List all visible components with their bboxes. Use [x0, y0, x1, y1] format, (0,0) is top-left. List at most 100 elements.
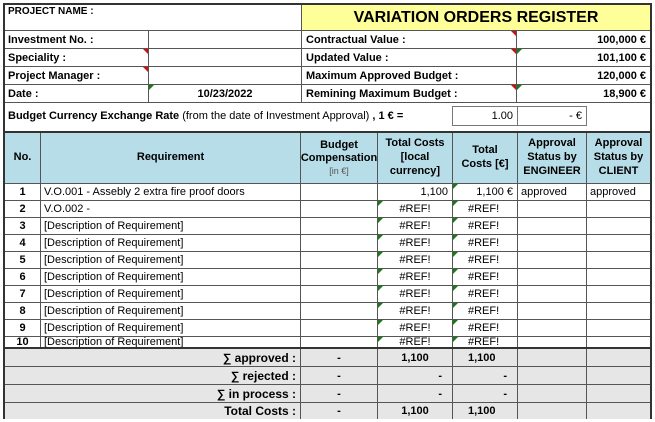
- row-10-approval-client[interactable]: [587, 337, 650, 347]
- row-5-approval-engineer[interactable]: [518, 252, 586, 268]
- row-10-total-local[interactable]: #REF!: [399, 337, 431, 347]
- row-8-total-local[interactable]: #REF!: [399, 305, 431, 317]
- row-7-budget-compensation[interactable]: [301, 286, 377, 302]
- row-3-approval-client[interactable]: [587, 218, 650, 234]
- row-3-total-local[interactable]: #REF!: [399, 220, 431, 232]
- row-6-budget-compensation[interactable]: [301, 269, 377, 285]
- column-header-approval-engineer: Approval Status by ENGINEER: [523, 137, 581, 177]
- row-3-budget-compensation[interactable]: [301, 218, 377, 234]
- exchange-rate-label-bold: Budget Currency Exchange Rate: [8, 110, 180, 122]
- row-5-approval-client[interactable]: [587, 252, 650, 268]
- error-marker-icon: [453, 320, 458, 325]
- row-3-requirement[interactable]: [Description of Requirement]: [44, 220, 184, 232]
- exchange-rate-input[interactable]: 1.00: [452, 106, 518, 126]
- contractual-value[interactable]: 100,000 €: [597, 33, 646, 46]
- row-7-approval-client[interactable]: [587, 286, 650, 302]
- row-1-budget-compensation[interactable]: [301, 184, 377, 200]
- row-5-total-eur: #REF!: [468, 254, 500, 266]
- error-marker-icon: [453, 269, 458, 274]
- row-2-total-local[interactable]: #REF!: [399, 203, 431, 215]
- comment-marker-icon: [511, 31, 516, 36]
- row-1-approval-client[interactable]: approved: [590, 186, 636, 198]
- row-6-total-local[interactable]: #REF!: [399, 271, 431, 283]
- max-approved-budget-label: Maximum Approved Budget :: [306, 69, 459, 82]
- error-marker-icon: [453, 337, 458, 342]
- comment-marker-icon: [143, 49, 148, 54]
- investment-no-field[interactable]: [149, 31, 301, 48]
- row-4-approval-engineer[interactable]: [518, 235, 586, 251]
- row-5-total-local[interactable]: #REF!: [399, 254, 431, 266]
- row-6-approval-engineer[interactable]: [518, 269, 586, 285]
- row-4-total-local[interactable]: #REF!: [399, 237, 431, 249]
- error-marker-icon: [453, 286, 458, 291]
- row-9-requirement[interactable]: [Description of Requirement]: [44, 322, 184, 334]
- speciality-label: Speciality :: [8, 51, 67, 64]
- row-10-total-eur: #REF!: [468, 337, 500, 347]
- remaining-max-budget-value: 18,900 €: [603, 87, 646, 100]
- summary-total-budget: -: [337, 405, 341, 417]
- row-7-no: 7: [19, 288, 26, 300]
- row-4-approval-client[interactable]: [587, 235, 650, 251]
- error-marker-icon: [453, 184, 458, 189]
- row-7-requirement[interactable]: [Description of Requirement]: [44, 288, 184, 300]
- row-1-requirement[interactable]: V.O.001 - Assebly 2 extra fire proof doo…: [44, 186, 245, 198]
- row-7-approval-engineer[interactable]: [518, 286, 586, 302]
- row-10-no: 10: [16, 337, 29, 347]
- row-9-total-local[interactable]: #REF!: [399, 322, 431, 334]
- summary-in-process-label: ∑ in process :: [216, 386, 296, 401]
- summary-total-local: 1,100: [401, 405, 429, 417]
- row-6-requirement[interactable]: [Description of Requirement]: [44, 271, 184, 283]
- row-6-no: 6: [19, 271, 26, 283]
- column-header-budget-compensation: Budget Compensation [in €]: [301, 133, 377, 183]
- error-marker-icon: [378, 320, 383, 325]
- exchange-rate-label: Budget Currency Exchange Rate (from the …: [5, 106, 450, 126]
- row-8-requirement[interactable]: [Description of Requirement]: [44, 305, 184, 317]
- row-1-approval-engineer[interactable]: approved: [521, 186, 567, 198]
- summary-in-process-local: -: [438, 387, 442, 400]
- error-marker-icon: [149, 85, 154, 90]
- row-10-requirement[interactable]: [Description of Requirement]: [44, 337, 184, 347]
- error-marker-icon: [517, 49, 522, 54]
- column-header-total-eur: Total Costs [€]: [461, 144, 509, 170]
- row-9-no: 9: [19, 322, 26, 334]
- project-manager-field[interactable]: [149, 67, 301, 84]
- row-2-budget-compensation[interactable]: [301, 201, 377, 217]
- row-9-total-eur: #REF!: [468, 322, 500, 334]
- row-10-budget-compensation[interactable]: [301, 337, 377, 347]
- row-2-total-eur: #REF!: [468, 203, 500, 215]
- row-9-budget-compensation[interactable]: [301, 320, 377, 336]
- row-2-approval-engineer[interactable]: [518, 201, 586, 217]
- row-4-no: 4: [19, 237, 26, 249]
- summary-rejected-label: ∑ rejected :: [230, 368, 296, 383]
- column-header-no: No.: [13, 151, 32, 164]
- row-9-approval-engineer[interactable]: [518, 320, 586, 336]
- error-marker-icon: [453, 252, 458, 257]
- row-6-approval-client[interactable]: [587, 269, 650, 285]
- speciality-field[interactable]: [149, 49, 301, 66]
- date-label: Date :: [8, 87, 39, 100]
- summary-approved-budget: -: [337, 351, 341, 364]
- updated-value-label: Updated Value :: [306, 51, 389, 64]
- column-header-requirement: Requirement: [136, 151, 205, 164]
- row-9-approval-client[interactable]: [587, 320, 650, 336]
- row-5-budget-compensation[interactable]: [301, 252, 377, 268]
- row-2-requirement[interactable]: V.O.002 -: [44, 203, 91, 215]
- row-1-total-local[interactable]: 1,100: [420, 186, 448, 198]
- row-4-requirement[interactable]: [Description of Requirement]: [44, 237, 184, 249]
- row-3-approval-engineer[interactable]: [518, 218, 586, 234]
- row-4-budget-compensation[interactable]: [301, 235, 377, 251]
- contractual-value-label: Contractual Value :: [306, 33, 406, 46]
- row-10-approval-engineer[interactable]: [518, 337, 586, 347]
- row-8-budget-compensation[interactable]: [301, 303, 377, 319]
- row-7-total-local[interactable]: #REF!: [399, 288, 431, 300]
- row-8-approval-client[interactable]: [587, 303, 650, 319]
- row-2-approval-client[interactable]: [587, 201, 650, 217]
- error-marker-icon: [378, 235, 383, 240]
- error-marker-icon: [453, 218, 458, 223]
- max-approved-budget-value[interactable]: 120,000 €: [597, 69, 646, 82]
- summary-rejected-local: -: [438, 369, 442, 382]
- row-8-approval-engineer[interactable]: [518, 303, 586, 319]
- project-name-value[interactable]: [5, 17, 301, 30]
- row-5-requirement[interactable]: [Description of Requirement]: [44, 254, 184, 266]
- date-field[interactable]: 10/23/2022: [197, 87, 253, 100]
